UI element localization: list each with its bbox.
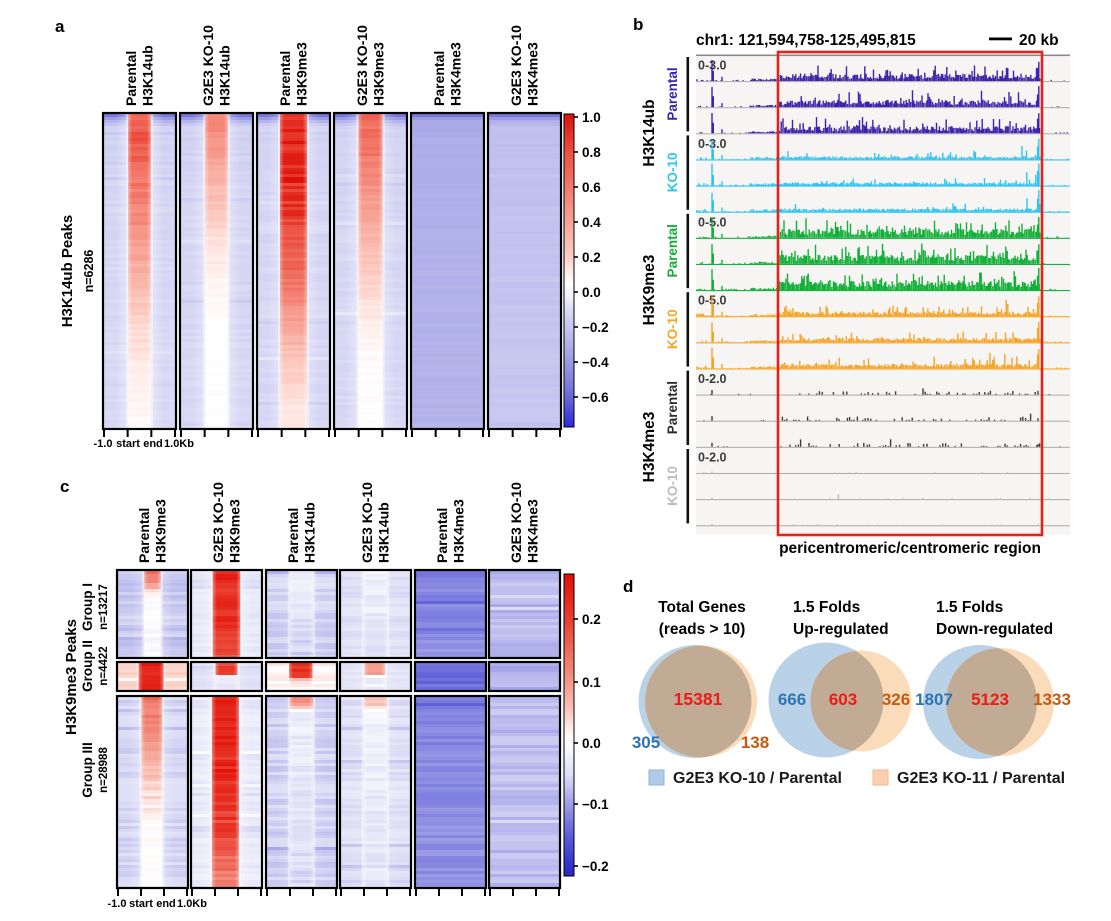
svg-text:0.0: 0.0 bbox=[582, 736, 601, 751]
svg-text:15381: 15381 bbox=[674, 689, 723, 709]
svg-text:H3K14ub: H3K14ub bbox=[641, 99, 658, 166]
svg-text:1.5 Folds: 1.5 Folds bbox=[793, 599, 860, 616]
svg-text:−0.6: −0.6 bbox=[582, 390, 609, 405]
svg-text:−0.1: −0.1 bbox=[582, 797, 609, 812]
svg-text:Parental: Parental bbox=[665, 67, 680, 120]
svg-text:end: end bbox=[156, 898, 176, 910]
svg-text:H3K4me3: H3K4me3 bbox=[525, 42, 541, 106]
svg-text:H3K14ub Peaks: H3K14ub Peaks bbox=[59, 215, 76, 328]
svg-text:G2E3 KO-10: G2E3 KO-10 bbox=[508, 482, 524, 563]
svg-text:0.6: 0.6 bbox=[582, 180, 601, 195]
svg-text:H3K4me3: H3K4me3 bbox=[641, 411, 658, 482]
svg-text:G2E3 KO-10: G2E3 KO-10 bbox=[508, 25, 524, 106]
svg-text:H3K4me3: H3K4me3 bbox=[525, 499, 541, 563]
svg-text:Parental: Parental bbox=[665, 224, 680, 277]
svg-text:138: 138 bbox=[741, 733, 769, 752]
svg-text:326: 326 bbox=[882, 690, 910, 709]
svg-text:0.0: 0.0 bbox=[582, 285, 601, 300]
svg-text:Parental: Parental bbox=[285, 508, 301, 563]
svg-text:n=6286: n=6286 bbox=[82, 250, 96, 293]
svg-text:Group I: Group I bbox=[80, 583, 95, 631]
svg-text:H3K4me3: H3K4me3 bbox=[448, 42, 464, 106]
svg-text:Parental: Parental bbox=[431, 51, 447, 106]
svg-text:0.2: 0.2 bbox=[582, 250, 601, 265]
svg-text:0.8: 0.8 bbox=[582, 145, 601, 160]
svg-text:H3K14ub: H3K14ub bbox=[217, 45, 233, 106]
svg-text:H3K9me3: H3K9me3 bbox=[371, 42, 387, 106]
svg-text:1.0Kb: 1.0Kb bbox=[177, 898, 207, 910]
svg-text:G2E3 KO-10: G2E3 KO-10 bbox=[210, 482, 226, 563]
svg-text:H3K9me3: H3K9me3 bbox=[153, 499, 169, 563]
svg-text:Down-regulated: Down-regulated bbox=[936, 621, 1053, 638]
svg-text:0.2: 0.2 bbox=[582, 612, 601, 627]
svg-text:Parental: Parental bbox=[665, 381, 680, 434]
svg-text:KO-10: KO-10 bbox=[665, 466, 680, 506]
svg-text:pericentromeric/centromeric re: pericentromeric/centromeric region bbox=[779, 540, 1041, 557]
svg-text:−0.4: −0.4 bbox=[582, 355, 609, 370]
svg-text:KO-10: KO-10 bbox=[665, 153, 680, 193]
svg-text:0.1: 0.1 bbox=[582, 675, 601, 690]
svg-text:H3K14ub: H3K14ub bbox=[376, 502, 392, 563]
svg-text:start: start bbox=[116, 438, 140, 450]
svg-text:-1.0: -1.0 bbox=[94, 438, 113, 450]
svg-text:Total Genes: Total Genes bbox=[658, 599, 746, 616]
svg-text:1807: 1807 bbox=[915, 690, 953, 709]
svg-text:G2E3 KO-10 / Parental: G2E3 KO-10 / Parental bbox=[673, 770, 842, 787]
svg-text:H3K4me3: H3K4me3 bbox=[451, 499, 467, 563]
svg-text:G2E3 KO-10: G2E3 KO-10 bbox=[354, 25, 370, 106]
svg-text:0-2.0: 0-2.0 bbox=[698, 451, 727, 465]
svg-text:H3K9me3 Peaks: H3K9me3 Peaks bbox=[63, 619, 80, 735]
svg-text:G2E3 KO-10: G2E3 KO-10 bbox=[200, 25, 216, 106]
svg-text:-1.0: -1.0 bbox=[108, 898, 127, 910]
svg-text:1333: 1333 bbox=[1033, 690, 1071, 709]
svg-text:H3K9me3: H3K9me3 bbox=[641, 254, 658, 325]
svg-text:b: b bbox=[633, 15, 643, 34]
svg-text:Up-regulated: Up-regulated bbox=[793, 621, 889, 638]
svg-text:a: a bbox=[55, 17, 65, 36]
svg-text:1.0: 1.0 bbox=[582, 110, 601, 125]
svg-text:G2E3 KO-10: G2E3 KO-10 bbox=[359, 482, 375, 563]
svg-text:0.4: 0.4 bbox=[582, 215, 601, 230]
svg-text:(reads > 10): (reads > 10) bbox=[659, 621, 746, 638]
svg-text:G2E3 KO-11 / Parental: G2E3 KO-11 / Parental bbox=[897, 770, 1065, 787]
svg-text:Parental: Parental bbox=[434, 508, 450, 563]
svg-text:H3K9me3: H3K9me3 bbox=[294, 42, 310, 106]
svg-text:H3K14ub: H3K14ub bbox=[140, 45, 156, 106]
svg-text:Parental: Parental bbox=[123, 51, 139, 106]
svg-text:n=13217: n=13217 bbox=[98, 584, 110, 630]
svg-text:603: 603 bbox=[829, 690, 857, 709]
svg-text:chr1: 121,594,758-125,495,815: chr1: 121,594,758-125,495,815 bbox=[696, 32, 916, 49]
svg-text:n=4422: n=4422 bbox=[98, 646, 110, 685]
svg-text:1.5 Folds: 1.5 Folds bbox=[936, 599, 1003, 616]
svg-text:H3K14ub: H3K14ub bbox=[302, 502, 318, 563]
svg-text:666: 666 bbox=[778, 690, 806, 709]
svg-text:1.0Kb: 1.0Kb bbox=[164, 438, 194, 450]
svg-text:KO-10: KO-10 bbox=[665, 309, 680, 349]
svg-text:5123: 5123 bbox=[971, 690, 1009, 709]
svg-text:Group III: Group III bbox=[80, 742, 95, 798]
svg-text:end: end bbox=[143, 438, 163, 450]
svg-text:d: d bbox=[623, 577, 633, 596]
svg-text:Group II: Group II bbox=[80, 640, 95, 692]
svg-text:0-2.0: 0-2.0 bbox=[698, 372, 727, 386]
svg-text:start: start bbox=[129, 898, 153, 910]
svg-text:305: 305 bbox=[632, 733, 660, 752]
svg-text:n=28988: n=28988 bbox=[98, 747, 110, 793]
svg-text:H3K9me3: H3K9me3 bbox=[227, 499, 243, 563]
svg-text:−0.2: −0.2 bbox=[582, 320, 609, 335]
svg-text:20 kb: 20 kb bbox=[1019, 32, 1059, 49]
svg-text:−0.2: −0.2 bbox=[582, 859, 609, 874]
svg-text:c: c bbox=[60, 477, 69, 496]
svg-text:Parental: Parental bbox=[277, 51, 293, 106]
svg-text:Parental: Parental bbox=[136, 508, 152, 563]
